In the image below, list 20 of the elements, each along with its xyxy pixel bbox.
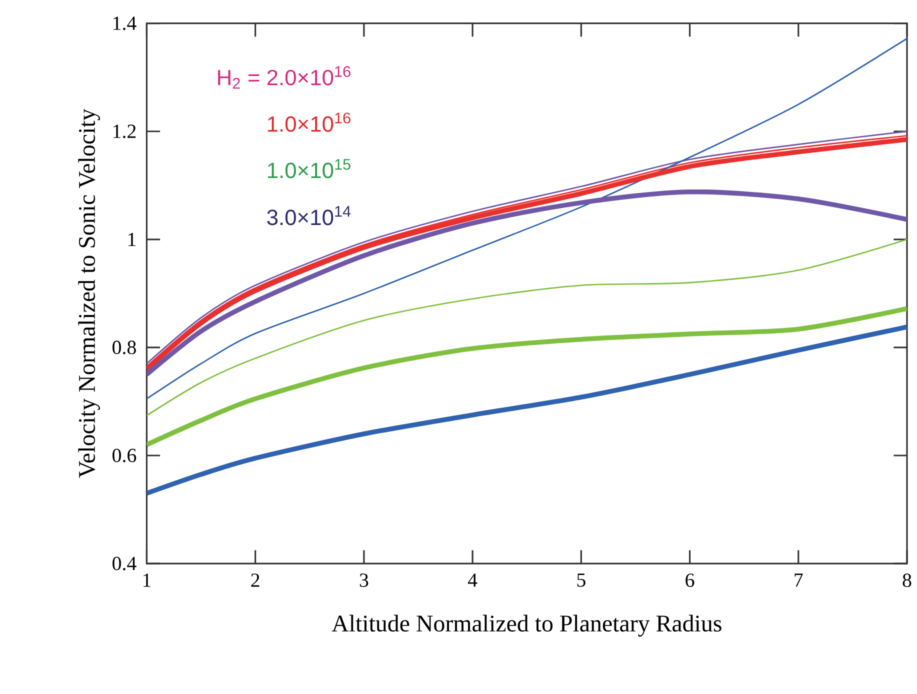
x-tick-label: 1 — [143, 573, 151, 587]
x-tick-label: 3 — [360, 573, 368, 587]
y-tick-label: 0.4 — [112, 556, 136, 570]
x-tick-label: 8 — [902, 573, 912, 587]
annotation: 1.0×10$^{15}$ — [268, 158, 350, 178]
y-axis-title: Velocity Normalized to Sonic Velocity — [78, 108, 100, 478]
x-tick-label: 5 — [577, 573, 586, 587]
y-tick-label: 1 — [128, 232, 136, 246]
annotation: 1.0×10$^{16}$ — [268, 112, 350, 132]
y-tick-label: 0.6 — [112, 448, 136, 462]
x-tick-label: 2 — [251, 573, 260, 587]
x-tick-label: 6 — [686, 573, 694, 587]
x-tick-label: 7 — [794, 573, 803, 586]
annotation: H$_{2}$ = 2.0×10$^{16}$ — [218, 66, 350, 88]
y-tick-label: 1.2 — [114, 124, 136, 138]
x-axis-title: Altitude Normalized to Planetary Radius — [332, 614, 722, 636]
y-tick-label: 0.8 — [112, 340, 136, 354]
y-tick-label: 1.4 — [114, 16, 136, 30]
x-tick-label: 4 — [468, 573, 478, 587]
annotation: 3.0×10$^{14}$ — [267, 206, 351, 226]
